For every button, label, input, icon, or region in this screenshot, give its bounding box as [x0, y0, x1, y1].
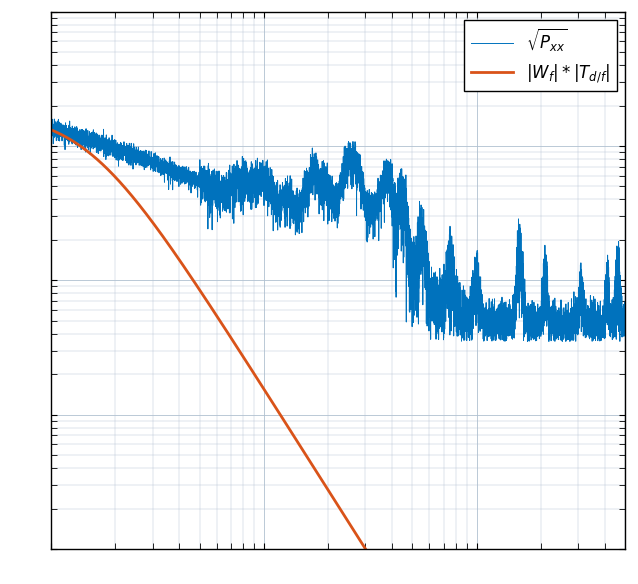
$\sqrt{P_{xx}}$: [76, 140, 84, 147]
Line: $|W_f| * |T_{d/f}|$: $|W_f| * |T_{d/f}|$: [51, 130, 625, 584]
$\sqrt{P_{xx}}$: [473, 262, 480, 269]
$\sqrt{P_{xx}}$: [255, 169, 263, 176]
Line: $\sqrt{P_{xx}}$: $\sqrt{P_{xx}}$: [51, 119, 625, 342]
Legend: $\sqrt{P_{xx}}$, $|W_f| * |T_{d/f}|$: $\sqrt{P_{xx}}$, $|W_f| * |T_{d/f}|$: [464, 20, 617, 91]
$\sqrt{P_{xx}}$: [47, 130, 55, 137]
$\sqrt{P_{xx}}$: [621, 318, 629, 325]
$\sqrt{P_{xx}}$: [387, 164, 395, 171]
$\sqrt{P_{xx}}$: [524, 338, 531, 345]
$|W_f| * |T_{d/f}|$: [47, 126, 55, 133]
$\sqrt{P_{xx}}$: [412, 307, 420, 314]
$\sqrt{P_{xx}}$: [50, 116, 58, 123]
$\sqrt{P_{xx}}$: [503, 331, 511, 338]
$|W_f| * |T_{d/f}|$: [255, 378, 263, 385]
$|W_f| * |T_{d/f}|$: [76, 142, 84, 150]
